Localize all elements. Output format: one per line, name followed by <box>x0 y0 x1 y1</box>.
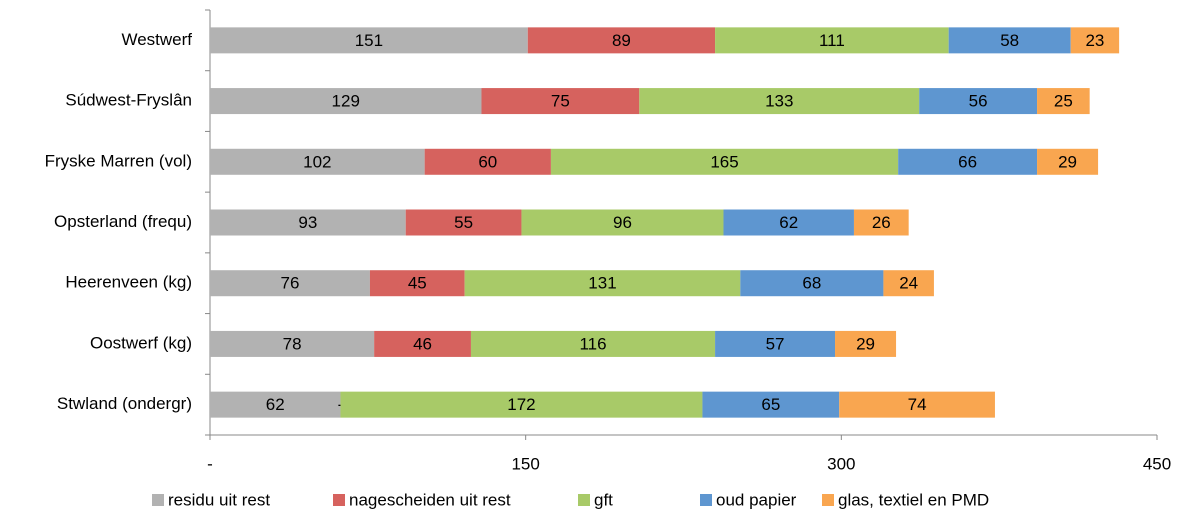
bar-segment <box>210 209 406 236</box>
bar-segment <box>210 270 370 297</box>
bar-segment <box>1037 88 1090 115</box>
data-label: 56 <box>969 92 988 111</box>
legend-label: glas, textiel en PMD <box>838 490 989 509</box>
bar-segment <box>210 27 528 54</box>
data-label: 66 <box>958 152 977 171</box>
data-label: 74 <box>908 395 927 414</box>
data-label: 96 <box>613 213 632 232</box>
data-label: 129 <box>332 92 360 111</box>
legend-swatch <box>152 494 164 506</box>
bar-segment <box>715 27 949 54</box>
data-label: 29 <box>1058 152 1077 171</box>
legend-label: nagescheiden uit rest <box>349 490 511 509</box>
data-label: 26 <box>872 213 891 232</box>
data-label: 46 <box>413 334 432 353</box>
bar-segment <box>883 270 934 297</box>
bar-segment <box>550 148 899 175</box>
legend-label: gft <box>594 490 613 509</box>
y-tick-label: Westwerf <box>121 30 192 49</box>
data-label: 165 <box>710 152 738 171</box>
legend-swatch <box>333 494 345 506</box>
data-label: 111 <box>819 31 845 50</box>
x-tick-label: 150 <box>511 454 539 473</box>
bar-segment <box>639 88 920 115</box>
y-tick-label: Oostwerf (kg) <box>90 333 192 352</box>
bar-segment <box>481 88 640 115</box>
bar-segment <box>1070 27 1120 54</box>
data-label: 89 <box>612 31 631 50</box>
data-label: 55 <box>454 213 473 232</box>
data-label: 62 <box>779 213 798 232</box>
legend-swatch <box>822 494 834 506</box>
legend-swatch <box>578 494 590 506</box>
data-label: 78 <box>283 334 302 353</box>
data-label: 45 <box>408 274 427 293</box>
bar-segment <box>210 88 482 115</box>
bar-segment <box>839 391 995 418</box>
y-tick-label: Opsterland (frequ) <box>54 212 192 231</box>
bar-segment <box>1037 148 1099 175</box>
y-tick-label: Stwland (ondergr) <box>57 394 192 413</box>
data-label: 23 <box>1085 31 1104 50</box>
bar-segment <box>424 148 551 175</box>
data-label: 68 <box>802 274 821 293</box>
data-label: 102 <box>303 152 331 171</box>
bar-segment <box>470 330 716 357</box>
data-label: 58 <box>1000 31 1019 50</box>
y-tick-label: Súdwest-Fryslân <box>65 91 192 110</box>
bar-segment <box>340 391 703 418</box>
data-label: 65 <box>761 395 780 414</box>
y-tick-label: Fryske Marren (vol) <box>45 151 192 170</box>
legend-label: oud papier <box>716 490 797 509</box>
bar-segment <box>898 148 1038 175</box>
bar-segment <box>835 330 897 357</box>
bar-segment <box>527 27 716 54</box>
data-label: 131 <box>588 274 616 293</box>
data-label: 57 <box>766 334 785 353</box>
data-label: 76 <box>281 274 300 293</box>
data-label: 24 <box>899 274 918 293</box>
y-tick-label: Heerenveen (kg) <box>65 273 192 292</box>
bar-segment <box>702 391 840 418</box>
legend-swatch <box>700 494 712 506</box>
bar-segment <box>210 330 375 357</box>
data-label: 151 <box>355 31 383 50</box>
bar-segment <box>369 270 465 297</box>
bar-segment <box>723 209 854 236</box>
data-label: 93 <box>298 213 317 232</box>
x-tick-label: 300 <box>827 454 855 473</box>
bar-segment <box>210 391 341 418</box>
bar-segment <box>853 209 909 236</box>
bar-segment <box>521 209 724 236</box>
data-label: 133 <box>765 92 793 111</box>
bar-segment <box>715 330 836 357</box>
x-tick-label: 450 <box>1143 454 1171 473</box>
data-label: 116 <box>579 334 606 353</box>
legend-label: residu uit rest <box>168 490 270 509</box>
bar-segment <box>374 330 471 357</box>
bar-segment <box>210 148 425 175</box>
data-label: 62 <box>266 395 285 414</box>
data-label: 75 <box>551 92 570 111</box>
data-label: 29 <box>856 334 875 353</box>
data-label: 60 <box>478 152 497 171</box>
bar-segment <box>948 27 1071 54</box>
bar-segment <box>740 270 884 297</box>
bar-segment <box>405 209 522 236</box>
x-tick-label: - <box>207 454 213 473</box>
bar-segment <box>919 88 1038 115</box>
data-label: 172 <box>507 395 535 414</box>
data-label: 25 <box>1054 92 1073 111</box>
bar-segment <box>464 270 741 297</box>
